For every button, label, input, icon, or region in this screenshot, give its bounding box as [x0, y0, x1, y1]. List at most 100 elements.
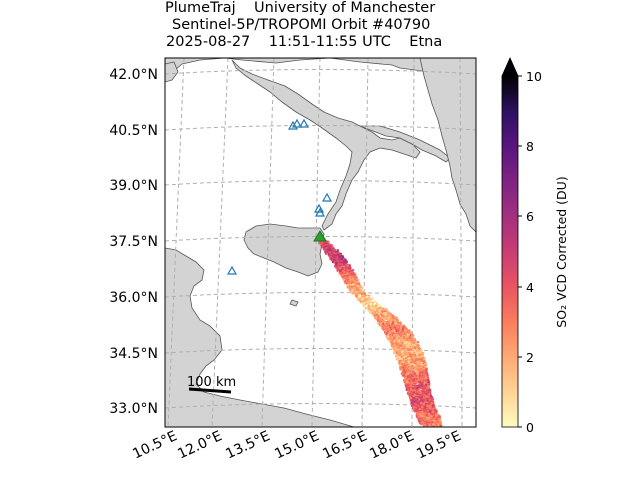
- plume-pixel: [418, 396, 421, 399]
- plume-pixel: [384, 312, 387, 315]
- plume-pixel: [409, 331, 413, 334]
- plume-pixel: [400, 345, 403, 348]
- plume-pixel: [418, 408, 421, 411]
- plume-pixel: [397, 339, 400, 342]
- plume-pixel: [436, 420, 439, 423]
- plume-pixel: [364, 299, 367, 302]
- plume-pixel: [401, 363, 404, 366]
- plume-pixel: [422, 408, 425, 411]
- plume-pixel: [377, 307, 380, 310]
- plume-pixel: [341, 271, 344, 274]
- plume-pixel: [388, 315, 391, 318]
- plume-pixel: [341, 275, 344, 278]
- plume-pixel: [413, 357, 416, 360]
- plume-pixel: [339, 260, 342, 263]
- plume-pixel: [430, 402, 433, 405]
- plume-pixel: [415, 361, 418, 364]
- plume-pixel: [365, 301, 368, 304]
- plume-pixel: [414, 341, 417, 344]
- plume-pixel: [336, 259, 339, 263]
- plume-pixel: [431, 405, 434, 408]
- plume-pixel: [408, 357, 411, 360]
- plume-pixel: [419, 351, 422, 354]
- plume-pixel: [422, 381, 425, 384]
- plume-pixel: [399, 353, 402, 356]
- plume-pixel: [416, 405, 419, 408]
- plume-pixel: [327, 243, 330, 246]
- plume-pixel: [418, 390, 421, 393]
- plume-pixel: [375, 305, 378, 308]
- plume-pixel: [408, 360, 411, 363]
- plume-pixel: [426, 427, 428, 429]
- plume-pixel: [349, 285, 352, 288]
- plume-pixel: [409, 337, 412, 340]
- plume-pixel: [323, 248, 326, 251]
- plume-pixel: [423, 364, 426, 367]
- plume-pixel: [378, 310, 381, 313]
- plume-pixel: [401, 352, 404, 355]
- plume-pixel: [427, 390, 431, 393]
- plume-pixel: [416, 401, 419, 405]
- colorbar-extend-arrow: [501, 57, 519, 77]
- plume-pixel: [408, 363, 411, 366]
- plume-pixel: [386, 335, 390, 338]
- plume-pixel: [353, 277, 356, 280]
- plume-pixel: [433, 423, 436, 426]
- plume-pixel: [399, 348, 402, 351]
- plume-pixel: [412, 392, 415, 395]
- etna-volcano-marker: [313, 230, 327, 242]
- plume-pixel: [411, 361, 414, 364]
- plume-pixel: [364, 303, 367, 306]
- plume-pixel: [407, 390, 410, 393]
- plume-pixel: [418, 417, 422, 420]
- plume-pixel: [364, 307, 367, 310]
- scale-bar: [188, 387, 232, 394]
- plume-pixel: [427, 424, 430, 427]
- plume-pixel: [352, 282, 355, 285]
- plume-pixel: [351, 289, 354, 292]
- plume-pixel: [416, 340, 420, 344]
- plume-pixel: [347, 269, 350, 272]
- plume-pixel: [396, 339, 399, 342]
- plume-pixel: [338, 259, 341, 262]
- lon-label: 16.5°E: [320, 428, 369, 462]
- plume-pixel: [329, 253, 332, 256]
- plume-pixel: [413, 389, 416, 392]
- plume-pixel: [369, 305, 372, 308]
- plume-pixel: [419, 400, 422, 403]
- plume-pixel: [417, 370, 420, 373]
- plume-pixel: [358, 283, 361, 286]
- plume-pixel: [348, 272, 351, 275]
- lat-label: 37.5°N: [109, 234, 158, 250]
- plume-pixel: [413, 360, 416, 363]
- plume-pixel: [439, 420, 442, 423]
- plume-pixel: [410, 397, 413, 400]
- plume-pixel: [367, 304, 371, 307]
- plume-pixel: [432, 423, 435, 426]
- title-line-3: 2025-08-27 11:51-11:55 UTC Etna: [166, 34, 443, 50]
- plume-pixel: [432, 419, 435, 423]
- volcano-marker: [314, 207, 326, 217]
- plume-pixel: [395, 320, 398, 323]
- plume-pixel: [429, 401, 432, 405]
- plume-pixel: [419, 371, 422, 374]
- plume-pixel: [410, 393, 413, 396]
- plume-pixel: [434, 413, 437, 416]
- plume-pixel: [348, 264, 351, 267]
- plume-pixel: [363, 295, 366, 298]
- plume-pixel: [362, 297, 365, 300]
- plume-pixel: [382, 323, 385, 326]
- plume-pixel: [335, 261, 338, 264]
- plume-pixel: [406, 347, 409, 350]
- plume-pixel: [321, 242, 324, 245]
- plume-pixel: [349, 267, 352, 270]
- plume-pixel: [361, 298, 364, 301]
- plume-pixel: [403, 379, 406, 382]
- plume-pixel: [414, 377, 417, 381]
- plume-pixel: [364, 296, 367, 299]
- plume-pixel: [417, 371, 420, 374]
- plume-pixel: [338, 267, 341, 270]
- plume-pixel: [411, 400, 414, 403]
- plume-pixel: [422, 396, 425, 399]
- plume-pixel: [385, 317, 388, 320]
